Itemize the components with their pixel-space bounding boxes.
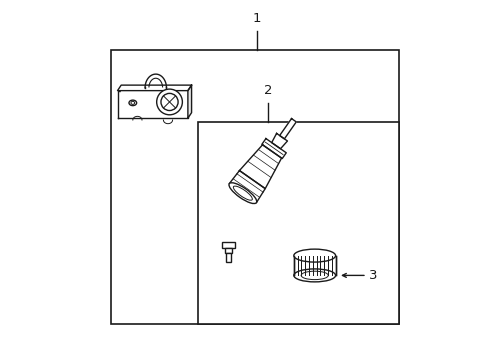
Bar [111, 50, 399, 324]
Text: 2: 2 [263, 84, 272, 97]
Circle shape [156, 89, 182, 115]
Polygon shape [304, 256, 305, 275]
Ellipse shape [129, 100, 136, 105]
Ellipse shape [131, 102, 134, 104]
Polygon shape [319, 256, 320, 275]
Text: 3: 3 [368, 269, 377, 282]
Polygon shape [271, 134, 287, 149]
Circle shape [161, 93, 178, 111]
Polygon shape [187, 85, 191, 118]
Polygon shape [117, 91, 187, 118]
Text: 1: 1 [252, 12, 261, 25]
Polygon shape [121, 85, 191, 113]
Bar [225, 253, 230, 262]
Polygon shape [262, 139, 285, 158]
Bar [224, 248, 231, 253]
Bar [293, 256, 335, 275]
Ellipse shape [301, 271, 327, 280]
Polygon shape [279, 118, 296, 139]
Bar [197, 122, 399, 324]
Bar [222, 242, 234, 248]
Ellipse shape [233, 186, 252, 200]
Ellipse shape [293, 249, 335, 262]
Ellipse shape [228, 183, 256, 203]
Polygon shape [323, 256, 324, 275]
Polygon shape [239, 145, 281, 189]
Ellipse shape [293, 269, 335, 282]
Polygon shape [308, 256, 309, 275]
Polygon shape [229, 171, 264, 203]
